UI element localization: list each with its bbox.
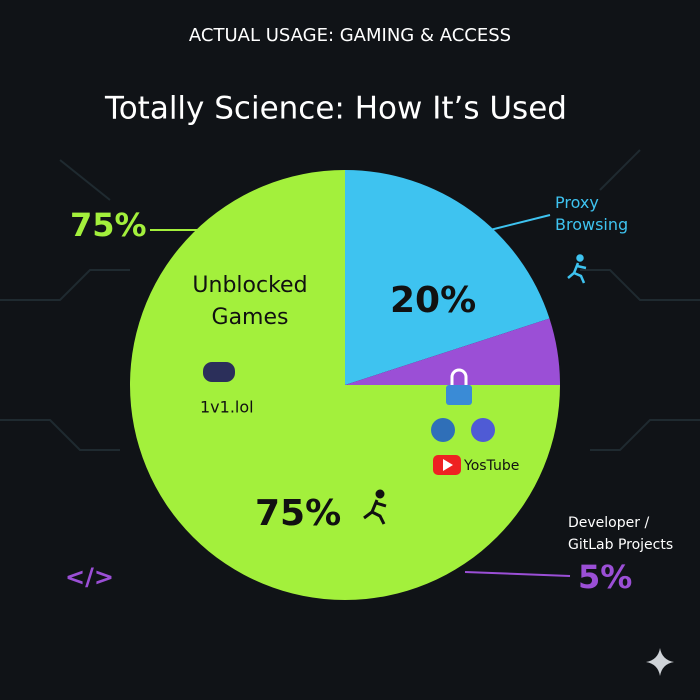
leader-line xyxy=(464,571,571,577)
pie-slice xyxy=(345,170,550,385)
value-label: 20% xyxy=(390,280,477,321)
leader-line xyxy=(489,214,551,231)
pie xyxy=(130,170,560,600)
circuit-decoration xyxy=(0,149,700,451)
discord-icon xyxy=(471,418,495,442)
pie-slice xyxy=(130,170,560,600)
runner-icon xyxy=(567,254,587,284)
annotation: YosTube xyxy=(463,458,519,474)
lock-icon xyxy=(450,368,468,385)
value-label: 5% xyxy=(578,558,633,596)
lock-icon xyxy=(446,385,472,405)
header: ACTUAL USAGE: GAMING & ACCESS xyxy=(189,25,511,46)
category-label: Unblocked Games xyxy=(192,273,308,330)
icons xyxy=(203,254,587,525)
youtube-icon xyxy=(443,459,453,471)
gamepad-icon xyxy=(203,362,235,382)
category-label: Proxy Browsing xyxy=(555,193,629,234)
globe-icon xyxy=(431,418,455,442)
value-label: 75% xyxy=(255,493,342,534)
code-icon-text: </> xyxy=(65,563,114,591)
runner-icon xyxy=(363,489,387,525)
value-label: 75% xyxy=(70,206,147,244)
leaders xyxy=(150,214,571,577)
annotation: 1v1.lol xyxy=(200,398,254,417)
category-label: Developer / GitLab Projects xyxy=(568,515,674,553)
pie-slice xyxy=(345,318,560,385)
sparkle xyxy=(646,648,674,676)
chart-title: Totally Science: How It’s Used xyxy=(104,91,567,127)
